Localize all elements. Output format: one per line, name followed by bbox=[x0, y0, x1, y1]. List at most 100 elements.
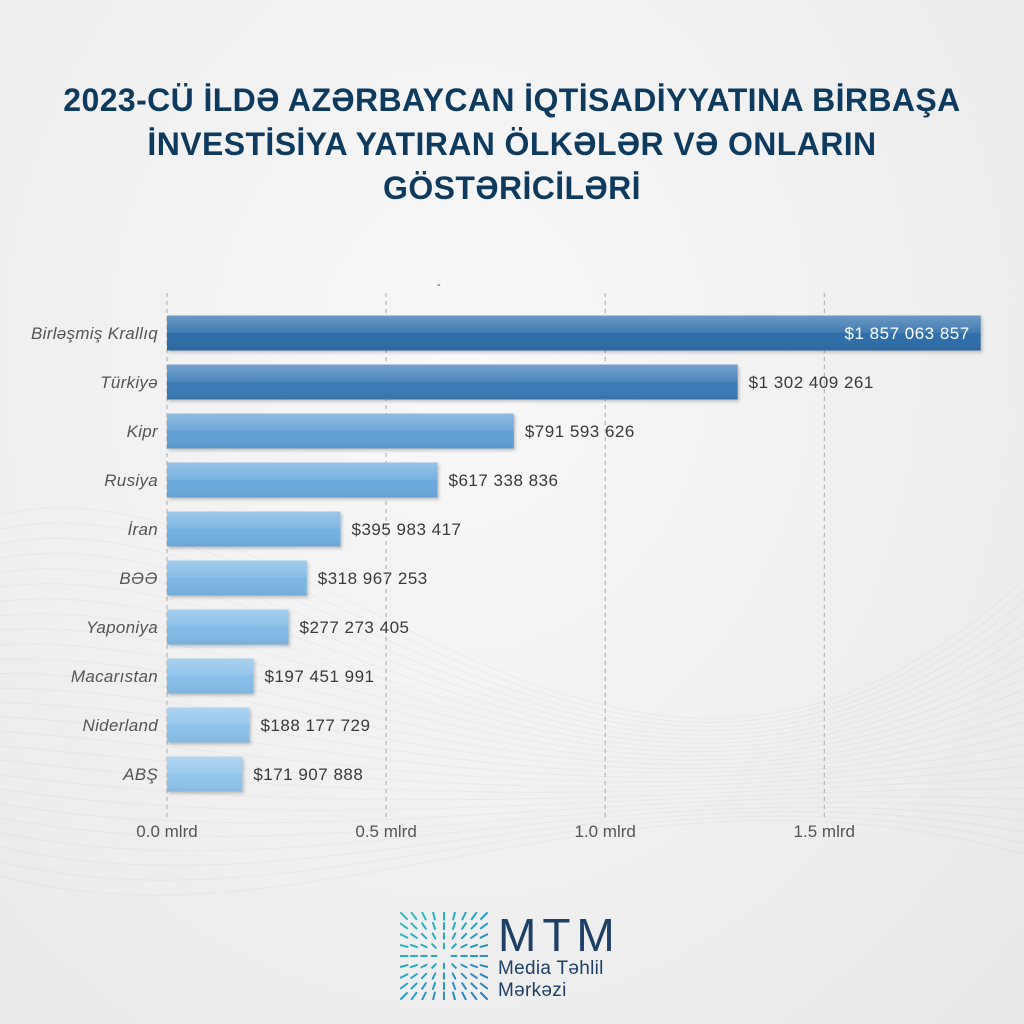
logo-icon-dash bbox=[400, 944, 409, 948]
bar-gloss bbox=[167, 315, 981, 351]
value-label: $318 967 253 bbox=[318, 569, 428, 588]
logo-subtitle-line-1: Media Təhlil bbox=[498, 958, 604, 979]
bar bbox=[167, 413, 514, 449]
logo-icon-dash bbox=[470, 973, 478, 979]
logo-icon-dash bbox=[470, 933, 478, 939]
logo-name: MTM bbox=[498, 909, 621, 961]
title-line-1: 2023-CÜ İLDƏ AZƏRBAYCAN İQTİSADİYYATINA … bbox=[63, 82, 961, 118]
logo-icon-dash bbox=[421, 922, 427, 930]
bar-chart: Birləşmiş Krallıq $1 857 063 857 Türkiyə $1… bbox=[31, 293, 981, 841]
value-label: $277 273 405 bbox=[299, 618, 409, 637]
value-label: $1 857 063 857 bbox=[845, 324, 970, 343]
chart-annotation: - bbox=[437, 279, 441, 291]
logo-icon-dash bbox=[480, 992, 488, 1000]
bar-gloss bbox=[167, 756, 243, 792]
logo-icon-dash bbox=[451, 921, 457, 931]
value-label: $1 302 409 261 bbox=[749, 373, 874, 392]
logo-icon-dash bbox=[400, 912, 408, 920]
logo-icon-dash bbox=[410, 991, 418, 1000]
logo-icon-dash bbox=[400, 964, 409, 968]
bar-gloss bbox=[167, 560, 307, 596]
category-label: Türkiyə bbox=[100, 373, 158, 392]
logo-icon-dash bbox=[421, 912, 427, 921]
bar bbox=[167, 707, 250, 743]
logo-icon-dash bbox=[432, 912, 436, 921]
bar bbox=[167, 462, 438, 498]
logo-icon-dash bbox=[461, 922, 467, 930]
mtm-starburst-icon bbox=[400, 912, 488, 1000]
logo-icon-dash bbox=[432, 991, 436, 1000]
logo-icon-dash bbox=[400, 982, 409, 990]
logo-icon-dash bbox=[479, 922, 488, 930]
logo-icon-dash bbox=[420, 943, 428, 949]
bar bbox=[167, 609, 289, 645]
logo-icon-dash bbox=[451, 932, 457, 940]
value-label: $197 451 991 bbox=[265, 667, 375, 686]
logo-icon-dash bbox=[431, 981, 437, 991]
logo-icon-dash bbox=[420, 963, 428, 969]
logo-wordmark: MTM Media Təhlil Mərkəzi bbox=[498, 912, 621, 1002]
logo-icon-dash bbox=[400, 933, 409, 939]
value-label: $171 907 888 bbox=[253, 765, 363, 784]
logo-icon-dash bbox=[479, 964, 488, 968]
logo-icon-dash bbox=[461, 991, 467, 1000]
value-label: $395 983 417 bbox=[352, 520, 462, 539]
logo-icon-dash bbox=[431, 932, 437, 940]
logo-icon-dash bbox=[409, 963, 419, 969]
logo-icon-dash bbox=[469, 963, 479, 969]
logo-icon-dash bbox=[479, 982, 488, 990]
logo-icon-dash bbox=[421, 991, 427, 1000]
bar bbox=[167, 756, 243, 792]
logo-icon-dash bbox=[410, 933, 418, 939]
value-label: $791 593 626 bbox=[525, 422, 635, 441]
logo-icon-dash bbox=[461, 982, 467, 990]
logo-icon-dash bbox=[409, 943, 419, 949]
logo-icon-dash bbox=[452, 912, 456, 921]
category-label: BƏƏ bbox=[119, 569, 158, 588]
page-title: 2023-CÜ İLDƏ AZƏRBAYCAN İQTİSADİYYATINA … bbox=[0, 78, 1024, 210]
logo-icon-dash bbox=[460, 932, 468, 940]
logo-icon-dash bbox=[460, 972, 468, 980]
x-tick-label: 0.0 mlrd bbox=[136, 822, 197, 841]
bar-gloss bbox=[167, 364, 738, 400]
logo-icon-dash bbox=[400, 973, 409, 979]
logo-icon-dash bbox=[469, 943, 479, 949]
title-line-3: GÖSTƏRİCİLƏRİ bbox=[383, 170, 641, 206]
logo-icon-dash bbox=[400, 922, 409, 930]
title-line-2: İNVESTİSİYA YATIRAN ÖLKƏLƏR VƏ ONLARIN bbox=[147, 126, 877, 162]
category-label: Rusiya bbox=[104, 471, 158, 490]
logo-icon-dash bbox=[410, 912, 418, 921]
logo-icon-dash bbox=[431, 943, 437, 949]
logo-subtitle-line-2: Mərkəzi bbox=[498, 980, 567, 1001]
bar-gloss bbox=[167, 462, 438, 498]
logo-icon-dash bbox=[479, 944, 488, 948]
bar-gloss bbox=[167, 511, 341, 547]
bar bbox=[167, 315, 981, 351]
logo-icon-dash bbox=[452, 991, 456, 1000]
value-label: $188 177 729 bbox=[260, 716, 370, 735]
logo-icon-dash bbox=[451, 972, 457, 980]
bar bbox=[167, 364, 738, 400]
logo-icon-dash bbox=[451, 963, 457, 969]
logo-icon-dash bbox=[480, 912, 488, 920]
bar-gloss bbox=[167, 707, 250, 743]
category-label: Kipr bbox=[127, 422, 159, 441]
x-tick-label: 0.5 mlrd bbox=[355, 822, 416, 841]
category-label: Niderland bbox=[83, 716, 159, 735]
logo-icon-dash bbox=[460, 943, 468, 949]
logo-icon-dash bbox=[420, 932, 428, 940]
bar bbox=[167, 511, 341, 547]
x-tick-label: 1.5 mlrd bbox=[794, 822, 855, 841]
category-label: Birləşmiş Krallıq bbox=[31, 324, 158, 343]
logo-icon-dash bbox=[470, 922, 478, 930]
category-label: Macarıstan bbox=[71, 667, 158, 686]
bar bbox=[167, 658, 254, 694]
bar-gloss bbox=[167, 609, 289, 645]
category-label: Yaponiya bbox=[86, 618, 158, 637]
bar bbox=[167, 560, 307, 596]
logo-icon-dash bbox=[400, 992, 408, 1000]
logo-icon-dash bbox=[479, 933, 488, 939]
logo-icon-dash bbox=[451, 943, 457, 949]
logo-icon-dash bbox=[420, 972, 428, 980]
logo-icon-dash bbox=[410, 973, 418, 979]
